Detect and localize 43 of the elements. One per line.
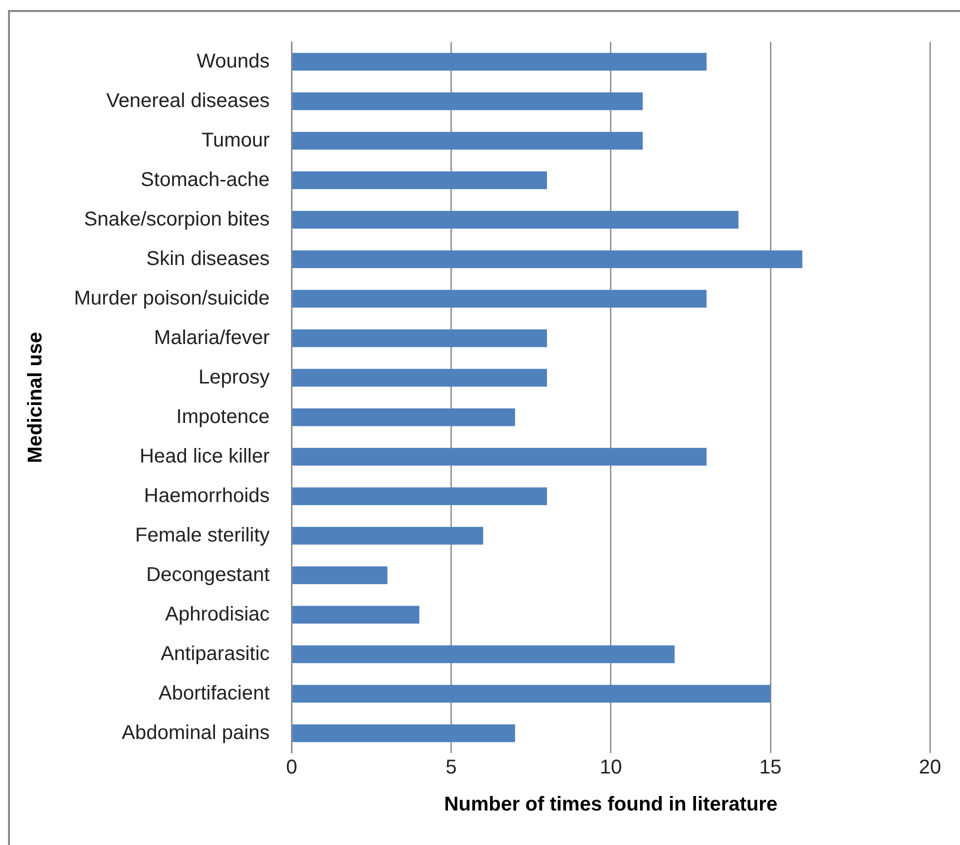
bar <box>292 526 484 545</box>
bar <box>292 210 738 229</box>
bar <box>292 250 802 268</box>
bar <box>292 724 516 742</box>
y-tick-label: Decongestant <box>146 564 270 586</box>
bar <box>292 329 547 348</box>
bar <box>292 132 643 150</box>
bar <box>292 448 707 466</box>
bar <box>292 52 707 71</box>
y-tick-label: Snake/scorpion bites <box>84 208 270 230</box>
x-tick-label: 15 <box>759 756 782 779</box>
y-tick-label: Head lice killer <box>140 445 270 468</box>
x-tick-label: 0 <box>286 756 298 779</box>
y-tick-label: Tumour <box>201 129 270 152</box>
bar <box>292 566 388 584</box>
y-tick-label: Wounds <box>196 50 270 72</box>
x-tick-label: 5 <box>446 756 457 779</box>
y-tick-label: Impotence <box>176 406 270 428</box>
y-tick-label: Haemorrhoids <box>144 484 270 507</box>
bar <box>292 606 420 624</box>
bar <box>292 368 547 387</box>
y-tick-label: Murder poison/suicide <box>74 287 270 310</box>
bar <box>292 290 707 308</box>
x-axis-title: Number of times found in literature <box>444 794 778 816</box>
bar <box>292 92 643 110</box>
bar <box>292 408 516 426</box>
x-tick-label: 20 <box>918 756 942 779</box>
y-tick-label: Malaria/fever <box>154 326 270 349</box>
y-tick-label: Stomach-ache <box>140 168 270 191</box>
y-tick-label: Female sterility <box>135 524 270 546</box>
y-tick-label: Abdominal pains <box>122 722 270 744</box>
bar <box>292 487 547 506</box>
y-tick-label: Aphrodisiac <box>165 603 270 626</box>
bar <box>292 645 675 664</box>
y-tick-label: Abortifacient <box>158 682 270 704</box>
y-tick-label: Antiparasitic <box>160 642 270 665</box>
y-axis-title: Medicinal use <box>24 332 47 464</box>
bar <box>292 684 770 703</box>
x-tick-label: 10 <box>600 756 622 779</box>
bar <box>292 171 547 190</box>
y-tick-label: Venereal diseases <box>106 90 270 112</box>
y-tick-label: Skin diseases <box>146 248 270 270</box>
y-tick-label: Leprosy <box>198 366 270 388</box>
